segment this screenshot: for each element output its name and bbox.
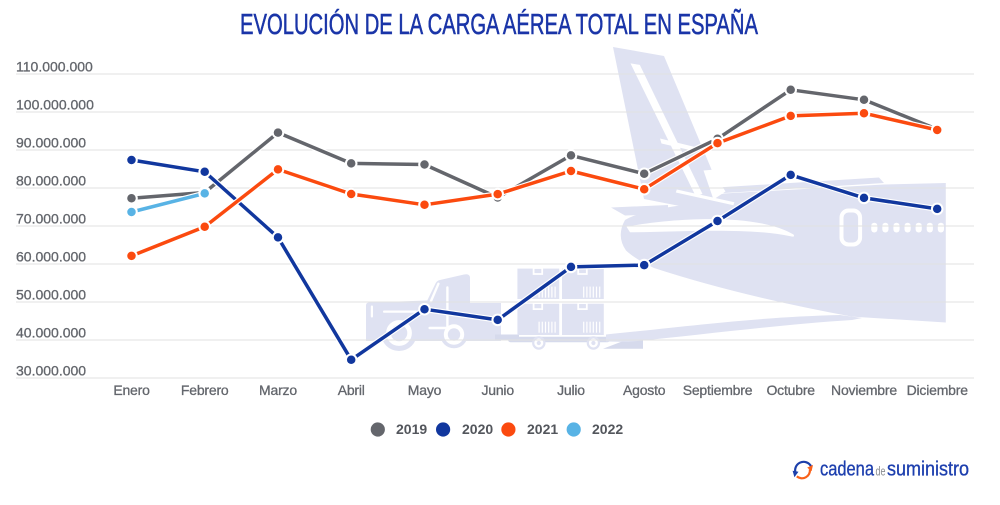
svg-text:50.000.000: 50.000.000	[16, 287, 86, 303]
svg-text:Abril: Abril	[338, 382, 365, 398]
svg-text:Noviembre: Noviembre	[831, 382, 897, 398]
svg-text:2021: 2021	[527, 421, 558, 437]
svg-text:2020: 2020	[462, 421, 493, 437]
svg-text:Febrero: Febrero	[181, 382, 229, 398]
svg-text:40.000.000: 40.000.000	[16, 325, 86, 341]
svg-text:90.000.000: 90.000.000	[16, 135, 86, 151]
svg-text:Marzo: Marzo	[259, 382, 297, 398]
svg-text:2022: 2022	[592, 421, 623, 437]
svg-text:Diciembre: Diciembre	[907, 382, 969, 398]
svg-text:Agosto: Agosto	[623, 382, 666, 398]
svg-text:80.000.000: 80.000.000	[16, 173, 86, 189]
svg-text:de: de	[876, 465, 886, 479]
svg-text:Junio: Junio	[481, 382, 514, 398]
svg-text:70.000.000: 70.000.000	[16, 211, 86, 227]
svg-text:60.000.000: 60.000.000	[16, 249, 86, 265]
svg-text:Julio: Julio	[557, 382, 585, 398]
svg-text:Mayo: Mayo	[408, 382, 442, 398]
svg-text:suministro: suministro	[887, 458, 969, 481]
svg-text:Enero: Enero	[113, 382, 150, 398]
svg-text:30.000.000: 30.000.000	[16, 363, 86, 379]
svg-text:cadena: cadena	[820, 458, 874, 481]
svg-text:110.000.000: 110.000.000	[16, 59, 93, 75]
svg-text:2019: 2019	[396, 421, 427, 437]
svg-text:Septiembre: Septiembre	[683, 382, 753, 398]
svg-text:Octubre: Octubre	[766, 382, 815, 398]
svg-text:EVOLUCIÓN DE LA CARGA AÉREA TO: EVOLUCIÓN DE LA CARGA AÉREA TOTAL EN ESP…	[240, 9, 758, 41]
svg-text:100.000.000: 100.000.000	[16, 97, 94, 113]
